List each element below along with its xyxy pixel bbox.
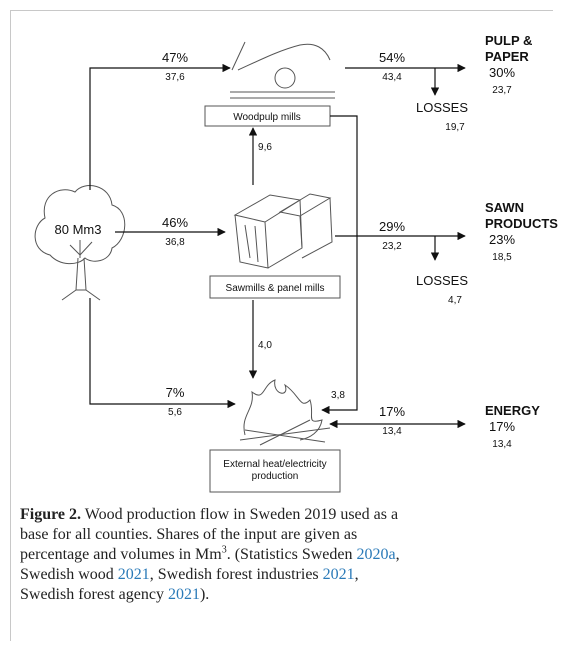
output-percent: 17% — [489, 419, 515, 434]
output-name: SAWN — [485, 200, 524, 215]
node-label: production — [252, 471, 299, 482]
caption-text: Figure 2. — [20, 506, 82, 523]
caption-line: Swedish forest agency 2021). — [20, 585, 550, 605]
losses-label: LOSSES — [416, 100, 468, 115]
flow-volume: 4,0 — [258, 340, 272, 351]
caption-text: , Swedish forest industries — [149, 566, 323, 583]
flow-percent: 47% — [162, 50, 188, 65]
caption-text: , — [395, 546, 400, 563]
output-volume: 23,7 — [492, 85, 512, 96]
node-box — [209, 449, 341, 493]
citation-link[interactable]: 2021 — [117, 566, 150, 583]
flow-arrow — [89, 298, 236, 409]
caption-line: Swedish wood 2021, Swedish forest indust… — [20, 565, 550, 585]
flow-volume: 37,6 — [165, 72, 185, 83]
flow-percent: 7% — [166, 385, 185, 400]
citation-link[interactable]: 2021 — [322, 566, 355, 583]
output-name: ENERGY — [485, 403, 540, 418]
caption-text: Swedish forest agency — [20, 586, 168, 603]
caption-text: ). — [199, 586, 210, 603]
flow-arrow — [321, 115, 358, 415]
node-label: Sawmills & panel mills — [226, 283, 325, 294]
node-label: Woodpulp mills — [233, 112, 301, 123]
node-box — [209, 275, 341, 299]
losses-label: LOSSES — [416, 273, 468, 288]
caption-text: base for all counties. Shares of the inp… — [20, 526, 358, 543]
flow-volume: 23,2 — [382, 241, 402, 252]
woodpulp-sketch — [230, 41, 335, 99]
output-name: PAPER — [485, 49, 529, 64]
caption-text: . (Statistics Sweden — [226, 546, 357, 563]
figure-caption: Figure 2. Wood production flow in Sweden… — [20, 505, 550, 605]
flow-percent: 17% — [379, 404, 405, 419]
sawmill-sketch — [233, 193, 333, 269]
flow-volume: 5,6 — [168, 407, 182, 418]
caption-text: percentage and volumes in Mm — [20, 546, 222, 563]
caption-text: Wood production flow in Sweden 2019 used… — [81, 506, 399, 523]
losses-volume: 19,7 — [445, 122, 465, 133]
figure-frame — [10, 10, 553, 641]
output-name: PULP & — [485, 33, 532, 48]
caption-text: , — [354, 566, 359, 583]
output-percent: 23% — [489, 232, 515, 247]
output-name: PRODUCTS — [485, 216, 558, 231]
flow-volume: 9,6 — [258, 142, 272, 153]
flow-percent: 29% — [379, 219, 405, 234]
flow-volume: 13,4 — [382, 426, 402, 437]
flow-volume: 43,4 — [382, 72, 402, 83]
tree-label: 80 Mm3 — [55, 222, 102, 237]
flow-percent: 46% — [162, 215, 188, 230]
losses-volume: 4,7 — [448, 295, 462, 306]
flow-volume: 3,8 — [331, 390, 345, 401]
caption-line: base for all counties. Shares of the inp… — [20, 525, 550, 545]
citation-link[interactable]: 2020a — [356, 546, 396, 563]
flow-percent: 54% — [379, 50, 405, 65]
caption-text: 3 — [221, 544, 227, 556]
flow-volume: 36,8 — [165, 237, 185, 248]
output-volume: 13,4 — [492, 439, 512, 450]
output-volume: 18,5 — [492, 252, 512, 263]
flow-arrow — [89, 63, 231, 190]
caption-line: Figure 2. Wood production flow in Sweden… — [20, 505, 550, 525]
caption-text: Swedish wood — [20, 566, 118, 583]
node-label: External heat/electricity — [223, 459, 326, 470]
caption-line: percentage and volumes in Mm3. (Statisti… — [20, 545, 550, 565]
output-percent: 30% — [489, 65, 515, 80]
citation-link[interactable]: 2021 — [167, 586, 200, 603]
tree-sketch — [34, 185, 126, 301]
fire-sketch — [239, 379, 331, 446]
flow-diagram: 80 Mm3 47% 37,6 54% 43,4 46% 36,8 29% 23,2 7% 5,6 1… — [34, 33, 558, 493]
